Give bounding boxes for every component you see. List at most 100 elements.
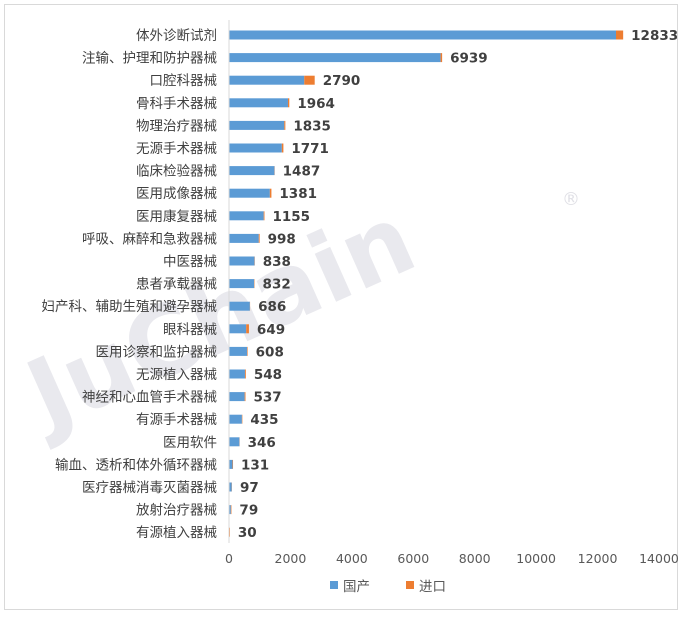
bar-domestic (229, 75, 305, 85)
legend-label-domestic: 国产 (343, 579, 370, 595)
chart-frame (4, 4, 678, 610)
data-label-total: 537 (253, 390, 281, 406)
category-label: 口腔科器械 (150, 73, 218, 89)
category-label: 眼科器械 (163, 322, 217, 338)
data-label-total: 97 (240, 480, 259, 496)
x-tick-label: 2000 (275, 551, 307, 566)
x-tick-label: 14000 (639, 551, 679, 566)
data-label-total: 686 (258, 299, 286, 315)
x-tick-label: 10000 (516, 551, 556, 566)
x-axis: 0 2000 4000 6000 8000 10000 12000 14000 (225, 20, 679, 566)
x-tick-label: 8000 (459, 551, 491, 566)
data-label-total: 832 (263, 277, 291, 293)
bar-import (230, 505, 232, 515)
x-tick-label: 0 (225, 551, 233, 566)
bar-import (263, 211, 265, 221)
legend-swatch-domestic (330, 581, 338, 589)
category-label: 妇产科、辅助生殖和避孕器械 (42, 298, 218, 315)
category-label: 有源手术器械 (136, 412, 217, 428)
data-label-total: 1487 (283, 164, 321, 180)
data-label-total: 346 (248, 435, 276, 451)
category-label: 医用成像器械 (136, 186, 217, 202)
bar-import (258, 233, 260, 243)
legend-swatch-import (406, 581, 414, 589)
data-label-total: 12833 (631, 28, 678, 44)
bar-import (281, 143, 284, 153)
legend: 国产 进口 (330, 579, 446, 595)
data-label-total: 131 (241, 457, 269, 473)
category-label: 医疗器械消毒灭菌器械 (82, 480, 217, 496)
bar-domestic (229, 301, 250, 311)
x-tick-label: 6000 (397, 551, 429, 566)
bar-domestic (229, 120, 285, 130)
bar-import (244, 392, 246, 402)
data-label-total: 2790 (323, 73, 361, 89)
bar-domestic (229, 53, 441, 63)
category-label: 体外诊断试剂 (136, 28, 217, 44)
bar-domestic (229, 211, 264, 221)
bar-domestic (229, 188, 270, 198)
bar-domestic (229, 505, 231, 515)
category-label: 注输、护理和防护器械 (82, 51, 217, 67)
bar-domestic (229, 437, 240, 447)
category-label: 输血、透析和体外循环器械 (55, 457, 217, 473)
bar-import (304, 75, 315, 85)
bar-domestic (229, 324, 247, 334)
data-label-total: 1155 (272, 209, 310, 225)
bar-domestic (229, 482, 232, 492)
data-label-total: 1964 (297, 96, 335, 112)
data-label-total: 1771 (291, 141, 329, 157)
watermark-text: JuChain (6, 183, 431, 454)
bar-import (246, 324, 249, 334)
bar-domestic (229, 346, 248, 356)
bar-import (229, 527, 230, 537)
category-label: 临床检验器械 (136, 164, 217, 180)
bar-import (244, 369, 246, 379)
category-label: 患者承载器械 (136, 277, 217, 293)
bar-domestic (229, 98, 288, 108)
watermark-registered-mark: ® (562, 189, 580, 210)
bar-domestic (229, 30, 616, 40)
category-label: 物理治疗器械 (136, 118, 217, 134)
legend-label-import: 进口 (419, 579, 446, 595)
bar-import (440, 53, 443, 63)
x-tick-label: 12000 (578, 551, 618, 566)
bar-import (287, 98, 290, 108)
data-label-total: 1835 (293, 118, 331, 134)
data-label-total: 649 (257, 322, 285, 338)
data-label-total: 79 (239, 503, 258, 519)
category-label: 神经和心血管手术器械 (82, 390, 217, 406)
bar-domestic (229, 369, 245, 379)
data-label-total: 838 (263, 254, 291, 270)
data-label-total: 548 (254, 367, 282, 383)
category-label: 呼吸、麻醉和急救器械 (82, 231, 217, 247)
category-label: 中医器械 (163, 254, 217, 270)
category-label: 医用软件 (163, 435, 217, 451)
bar-domestic (229, 414, 242, 424)
bars-layer (229, 30, 624, 537)
bar-domestic (229, 392, 245, 402)
data-label-total: 435 (250, 412, 278, 428)
data-label-total: 6939 (450, 51, 488, 67)
data-label-total: 30 (238, 525, 257, 541)
bar-import (247, 346, 248, 356)
bar-domestic (229, 279, 255, 289)
category-label: 有源植入器械 (136, 525, 217, 541)
x-tick-label: 4000 (336, 551, 368, 566)
category-label: 放射治疗器械 (136, 503, 217, 519)
category-label: 无源手术器械 (136, 141, 217, 157)
category-label: 医用诊察和监护器械 (96, 343, 218, 360)
data-label-total: 608 (256, 344, 284, 360)
bar-import (269, 188, 272, 198)
bar-domestic (229, 166, 275, 176)
bar-domestic (229, 143, 282, 153)
labels-layer: 体外诊断试剂 12833 注输、护理和防护器械 6939 口腔科器械 2790 骨科手术器械… (42, 28, 679, 541)
category-label: 医用康复器械 (136, 208, 217, 225)
category-label: 骨科手术器械 (136, 96, 217, 112)
data-label-total: 1381 (279, 186, 317, 202)
bar-domestic (229, 459, 233, 469)
bar-domestic (229, 256, 255, 266)
category-label: 无源植入器械 (136, 367, 217, 383)
data-label-total: 998 (268, 231, 296, 247)
